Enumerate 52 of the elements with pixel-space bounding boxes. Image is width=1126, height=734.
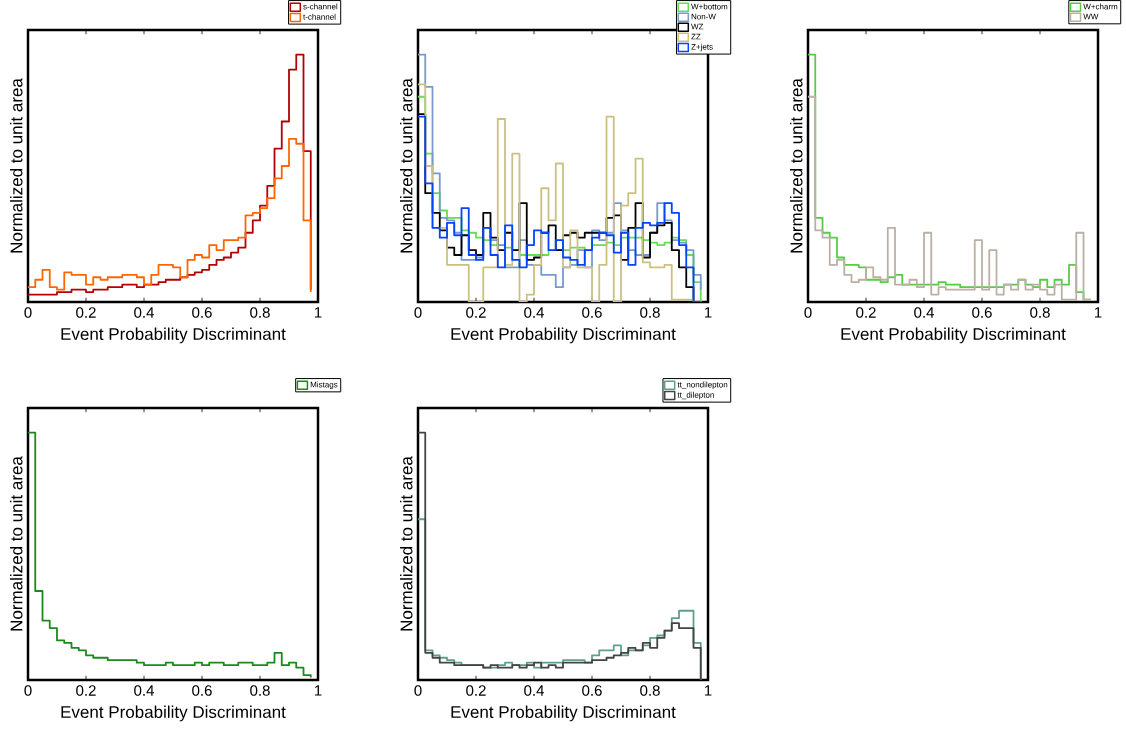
legend-label: s-channel	[303, 3, 338, 10]
x-tick-label: 0.6	[972, 307, 992, 318]
legend-label: Z+jets	[691, 43, 713, 52]
legend-label: ZZ	[691, 33, 701, 40]
legend-label: t-channel	[303, 13, 336, 20]
x-tick-label: 0.8	[250, 685, 270, 696]
y-axis-title: Normalized to unit area	[790, 78, 803, 253]
x-axis-title: Event Probability Discriminant	[61, 327, 286, 344]
y-axis-title: Normalized to unit area	[400, 78, 413, 253]
y-axis-title: Normalized to unit area	[10, 78, 23, 253]
x-tick-label: 0	[414, 307, 422, 318]
legend-label: Non-W	[691, 13, 716, 20]
x-tick-label: 0.8	[640, 685, 660, 696]
x-tick-label: 0.2	[76, 307, 96, 318]
x-tick-label: 0	[414, 685, 422, 696]
x-tick-label: 0	[24, 307, 32, 318]
x-tick-label: 0.4	[914, 307, 934, 318]
x-tick-label: 0.2	[466, 307, 486, 318]
x-tick-label: 0.2	[76, 685, 96, 696]
x-tick-label: 0.6	[582, 307, 602, 318]
x-tick-label: 1	[704, 685, 712, 696]
legend-label: tt_dilepton	[677, 391, 714, 400]
legend-label: Mistags	[310, 381, 338, 390]
x-axis-title: Event Probability Discriminant	[61, 705, 286, 722]
x-tick-label: 0.8	[250, 307, 270, 318]
x-tick-label: 0	[24, 685, 32, 696]
legend-label: W+charm	[1083, 3, 1118, 10]
x-tick-label: 1	[1094, 307, 1102, 318]
x-tick-label: 0.6	[192, 685, 212, 696]
x-tick-label: 0.8	[640, 307, 660, 318]
x-tick-label: 0.6	[192, 307, 212, 318]
x-tick-label: 0.6	[582, 685, 602, 696]
x-tick-label: 0.4	[524, 685, 544, 696]
x-tick-label: 0.2	[466, 685, 486, 696]
legend-label: WW	[1083, 13, 1099, 20]
x-tick-label: 0.2	[856, 307, 876, 318]
x-tick-label: 0.4	[134, 685, 154, 696]
x-axis-title: Event Probability Discriminant	[451, 327, 676, 344]
x-tick-label: 0	[804, 307, 812, 318]
x-tick-label: 0.4	[134, 307, 154, 318]
x-axis-title: Event Probability Discriminant	[451, 705, 676, 722]
x-tick-label: 1	[314, 307, 322, 318]
y-axis-title: Normalized to unit area	[400, 456, 413, 631]
x-tick-label: 1	[314, 685, 322, 696]
legend-label: W+bottom	[691, 3, 728, 10]
x-axis-title: Event Probability Discriminant	[841, 327, 1066, 344]
legend-label: WZ	[691, 23, 704, 30]
legend-label: tt_nondilepton	[677, 381, 728, 390]
y-axis-title: Normalized to unit area	[10, 456, 23, 631]
x-tick-label: 0.4	[524, 307, 544, 318]
x-tick-label: 0.8	[1030, 307, 1050, 318]
x-tick-label: 1	[704, 307, 712, 318]
